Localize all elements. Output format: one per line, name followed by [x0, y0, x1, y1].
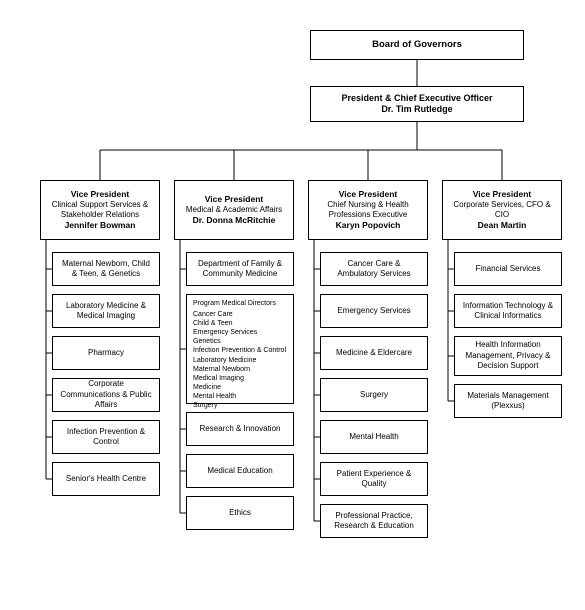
vp-box-3: Vice PresidentCorporate Services, CFO & … — [442, 180, 562, 240]
dept-box: Cancer Care & Ambulatory Services — [320, 252, 428, 286]
vp-box-1: Vice PresidentMedical & Academic Affairs… — [174, 180, 294, 240]
dept-box: Infection Prevention & Control — [52, 420, 160, 454]
board-box: Board of Governors — [310, 30, 524, 60]
dept-label: Senior's Health Centre — [66, 474, 146, 484]
vp-name: Dr. Donna McRitchie — [193, 215, 276, 226]
vp-title: Vice President — [473, 189, 531, 200]
dept-label: Information Technology & Clinical Inform… — [461, 301, 555, 322]
ceo-title: President & Chief Executive Officer — [341, 93, 492, 104]
dept-label: Emergency Services — [337, 306, 410, 316]
dept-line: Genetics — [193, 337, 221, 346]
vp-sub: Clinical Support Services & Stakeholder … — [47, 200, 153, 220]
ceo-name: Dr. Tim Rutledge — [381, 104, 452, 115]
dept-label: Financial Services — [476, 264, 541, 274]
dept-box: Information Technology & Clinical Inform… — [454, 294, 562, 328]
dept-label: Pharmacy — [88, 348, 124, 358]
dept-box: Medical Education — [186, 454, 294, 488]
dept-box: Corporate Communications & Public Affair… — [52, 378, 160, 412]
dept-line: Surgery — [193, 401, 218, 410]
dept-line: Medicine — [193, 383, 221, 392]
dept-box: Professional Practice, Research & Educat… — [320, 504, 428, 538]
dept-line: Laboratory Medicine — [193, 356, 256, 365]
dept-box: Health Information Management, Privacy &… — [454, 336, 562, 376]
dept-line: Medical Imaging — [193, 374, 244, 383]
dept-label: Professional Practice, Research & Educat… — [327, 511, 421, 532]
vp-name: Karyn Popovich — [336, 220, 401, 231]
dept-line: Mental Health — [193, 392, 236, 401]
dept-line: Child & Teen — [193, 319, 233, 328]
dept-box: Financial Services — [454, 252, 562, 286]
dept-label: Maternal Newborn, Child & Teen, & Geneti… — [59, 259, 153, 280]
vp-box-0: Vice PresidentClinical Support Services … — [40, 180, 160, 240]
dept-label: Health Information Management, Privacy &… — [461, 340, 555, 371]
dept-box: Surgery — [320, 378, 428, 412]
dept-box: Mental Health — [320, 420, 428, 454]
vp-sub: Corporate Services, CFO & CIO — [449, 200, 555, 220]
dept-line: Infection Prevention & Control — [193, 346, 286, 355]
dept-label: Materials Management (Plexxus) — [461, 391, 555, 412]
dept-label: Surgery — [360, 390, 388, 400]
dept-line: Emergency Services — [193, 328, 257, 337]
dept-label: Mental Health — [349, 432, 398, 442]
dept-box: Maternal Newborn, Child & Teen, & Geneti… — [52, 252, 160, 286]
dept-box: Senior's Health Centre — [52, 462, 160, 496]
dept-label: Medicine & Eldercare — [336, 348, 412, 358]
dept-box: Department of Family & Community Medicin… — [186, 252, 294, 286]
dept-box: Materials Management (Plexxus) — [454, 384, 562, 418]
vp-title: Vice President — [339, 189, 397, 200]
dept-label: Corporate Communications & Public Affair… — [59, 379, 153, 410]
dept-label: Laboratory Medicine & Medical Imaging — [59, 301, 153, 322]
dept-box: Emergency Services — [320, 294, 428, 328]
dept-box: Laboratory Medicine & Medical Imaging — [52, 294, 160, 328]
dept-box: Research & Innovation — [186, 412, 294, 446]
vp-title: Vice President — [71, 189, 129, 200]
vp-sub: Chief Nursing & Health Professions Execu… — [315, 200, 421, 220]
board-label: Board of Governors — [372, 39, 462, 51]
dept-line: Cancer Care — [193, 310, 233, 319]
dept-line: Maternal Newborn — [193, 365, 250, 374]
vp-title: Vice President — [205, 194, 263, 205]
dept-header: Program Medical Directors — [193, 299, 276, 308]
vp-name: Jennifer Bowman — [65, 220, 136, 231]
dept-box: Pharmacy — [52, 336, 160, 370]
vp-box-2: Vice PresidentChief Nursing & Health Pro… — [308, 180, 428, 240]
ceo-box: President & Chief Executive Officer Dr. … — [310, 86, 524, 122]
dept-box: Ethics — [186, 496, 294, 530]
dept-label: Medical Education — [207, 466, 272, 476]
dept-label: Ethics — [229, 508, 251, 518]
dept-box: Medicine & Eldercare — [320, 336, 428, 370]
dept-label: Research & Innovation — [200, 424, 281, 434]
dept-label: Cancer Care & Ambulatory Services — [327, 259, 421, 280]
dept-box: Patient Experience & Quality — [320, 462, 428, 496]
dept-label: Patient Experience & Quality — [327, 469, 421, 490]
dept-box: Program Medical Directors Cancer CareChil… — [186, 294, 294, 404]
vp-name: Dean Martin — [478, 220, 527, 231]
dept-label: Department of Family & Community Medicin… — [193, 259, 287, 280]
vp-sub: Medical & Academic Affairs — [186, 205, 282, 215]
dept-label: Infection Prevention & Control — [59, 427, 153, 448]
